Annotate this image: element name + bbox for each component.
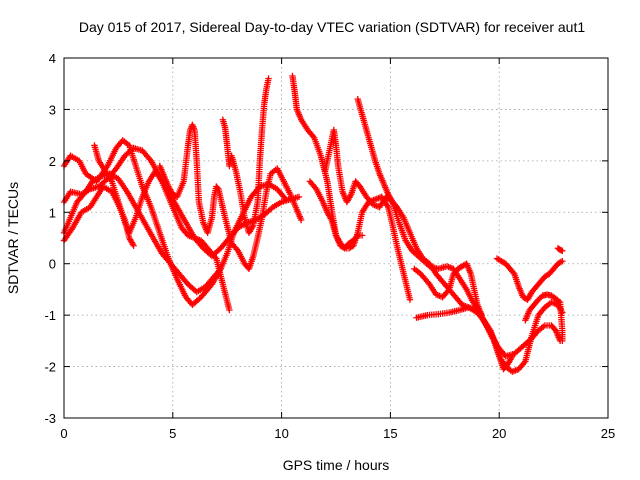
- data-point: [559, 247, 566, 255]
- series-track-o: [522, 291, 566, 345]
- data-point: [557, 258, 565, 266]
- series-track-h: [289, 72, 414, 303]
- y-tick-label: 3: [49, 102, 56, 117]
- y-tick-label: 0: [49, 257, 56, 272]
- data-point: [130, 242, 137, 249]
- x-tick-label: 20: [492, 426, 506, 441]
- data-markers: [60, 72, 566, 375]
- x-tick-label: 15: [383, 426, 397, 441]
- y-tick-label: 1: [49, 205, 56, 220]
- y-tick-label: -3: [44, 411, 56, 426]
- x-tick-label: 0: [60, 426, 67, 441]
- series-track-m: [411, 260, 485, 319]
- data-point: [226, 306, 233, 314]
- data-point: [295, 193, 303, 201]
- series-track-f: [156, 121, 305, 273]
- data-point: [478, 311, 485, 319]
- x-tick-label: 25: [601, 426, 615, 441]
- series-track-l: [413, 304, 516, 373]
- x-tick-label: 10: [274, 426, 288, 441]
- data-point: [265, 75, 272, 82]
- data-point: [509, 353, 516, 360]
- data-point: [406, 296, 414, 303]
- data-point: [358, 232, 366, 239]
- data-point: [211, 253, 219, 261]
- axis-ticks: 0 5 10 15 20 25 -3 -2 -1 0 1 2 3 4: [44, 51, 615, 441]
- series-track-e: [91, 142, 233, 314]
- data-point: [297, 216, 305, 224]
- grid-lines: [64, 58, 608, 418]
- y-tick-label: 2: [49, 154, 56, 169]
- chart-title: Day 015 of 2017, Sidereal Day-to-day VTE…: [79, 19, 586, 35]
- data-point: [214, 184, 221, 192]
- y-tick-label: 4: [49, 51, 56, 66]
- y-tick-label: -2: [44, 360, 56, 375]
- series-track-g: [219, 75, 272, 237]
- series-track-b: [60, 170, 224, 296]
- x-tick-label: 5: [169, 426, 176, 441]
- series-track-p: [554, 245, 566, 255]
- data-point: [196, 295, 203, 302]
- plot-frame: [63, 57, 609, 419]
- y-tick-label: -1: [44, 308, 56, 323]
- series-track-n: [493, 255, 566, 303]
- data-point: [559, 337, 566, 345]
- y-axis-title: SDTVAR / TECUs: [5, 182, 21, 294]
- data-point: [555, 297, 562, 305]
- data-point: [353, 233, 360, 240]
- data-point: [559, 257, 566, 265]
- series-track-i: [306, 178, 366, 252]
- x-axis-title: GPS time / hours: [283, 457, 390, 473]
